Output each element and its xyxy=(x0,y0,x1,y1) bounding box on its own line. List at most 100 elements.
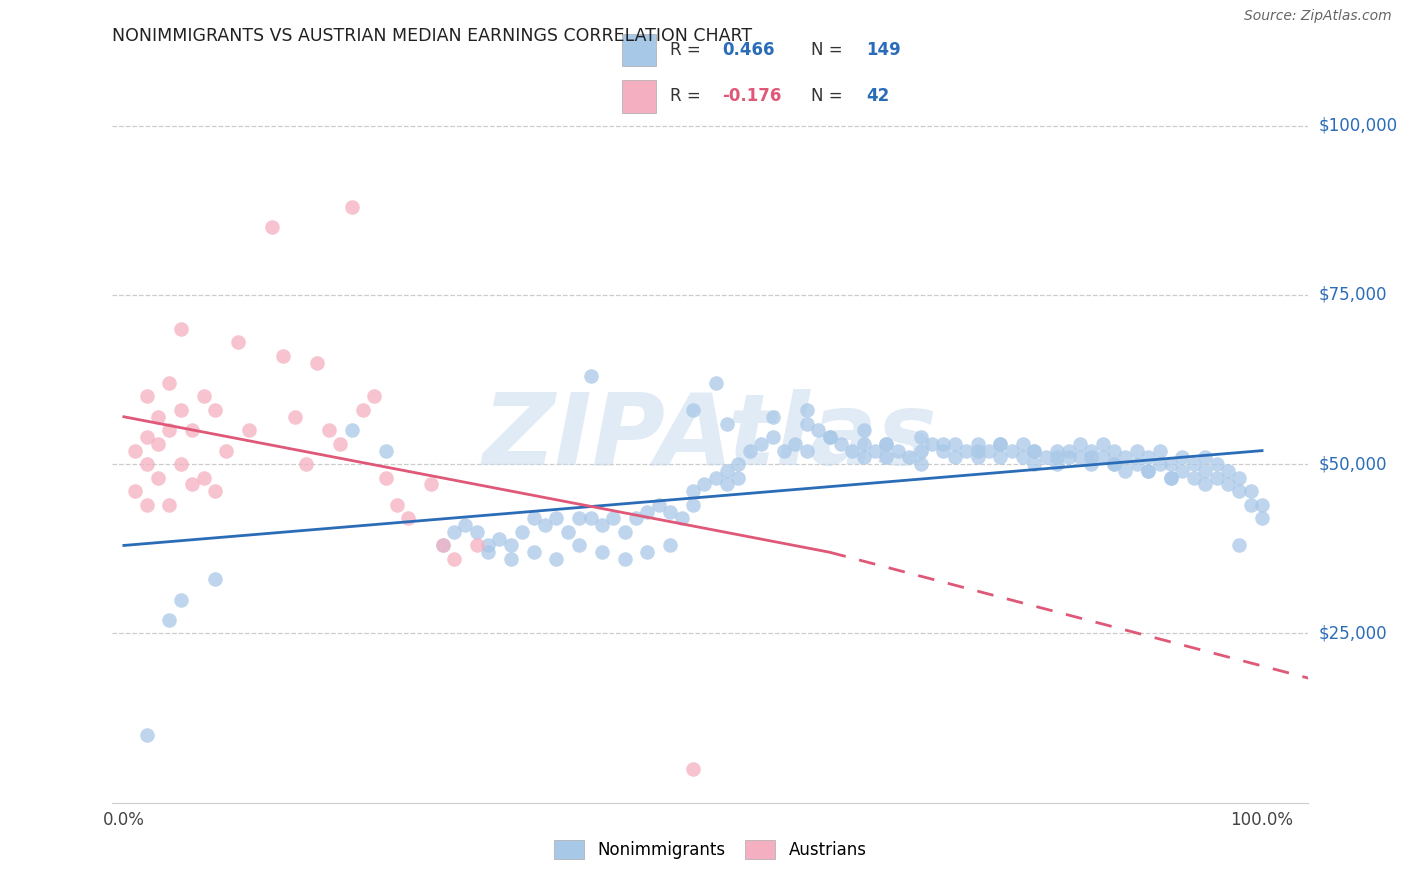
Point xyxy=(420,477,443,491)
Point xyxy=(204,484,226,499)
Point xyxy=(1080,450,1102,465)
Point xyxy=(1171,464,1194,478)
Point xyxy=(374,443,396,458)
Point xyxy=(1240,484,1263,499)
Point xyxy=(818,430,841,444)
Point xyxy=(659,505,682,519)
Text: $100,000: $100,000 xyxy=(1319,117,1398,135)
Point xyxy=(682,498,704,512)
Point xyxy=(454,518,477,533)
Point xyxy=(988,437,1011,451)
Point xyxy=(955,443,977,458)
Text: 42: 42 xyxy=(866,87,890,105)
Point xyxy=(1216,477,1239,491)
Text: $75,000: $75,000 xyxy=(1319,285,1388,304)
Point xyxy=(385,498,408,512)
Point xyxy=(146,409,169,424)
Point xyxy=(1080,457,1102,471)
Point xyxy=(1216,464,1239,478)
Point xyxy=(157,376,180,390)
Point xyxy=(488,532,510,546)
Point xyxy=(671,511,693,525)
Point xyxy=(260,220,283,235)
Point xyxy=(1182,471,1205,485)
Point xyxy=(749,437,772,451)
Legend: Nonimmigrants, Austrians: Nonimmigrants, Austrians xyxy=(546,831,875,868)
Text: ZIPAtlas: ZIPAtlas xyxy=(482,389,938,485)
Point xyxy=(1240,498,1263,512)
Point xyxy=(477,538,499,552)
Point xyxy=(352,403,374,417)
Point xyxy=(1024,443,1046,458)
Point xyxy=(499,552,522,566)
Point xyxy=(499,538,522,552)
Point xyxy=(966,437,988,451)
Text: NONIMMIGRANTS VS AUSTRIAN MEDIAN EARNINGS CORRELATION CHART: NONIMMIGRANTS VS AUSTRIAN MEDIAN EARNING… xyxy=(112,27,752,45)
Point xyxy=(170,322,193,336)
Point xyxy=(966,450,988,465)
Point xyxy=(636,505,658,519)
Point xyxy=(887,443,910,458)
Point xyxy=(1160,471,1182,485)
Point xyxy=(818,430,841,444)
Text: $50,000: $50,000 xyxy=(1319,455,1388,473)
Point xyxy=(1205,471,1227,485)
Text: 0.466: 0.466 xyxy=(721,41,775,59)
Point xyxy=(523,545,546,559)
Point xyxy=(157,423,180,437)
Point xyxy=(1205,457,1227,471)
Point xyxy=(910,430,932,444)
FancyBboxPatch shape xyxy=(621,34,657,66)
Point xyxy=(1194,477,1216,491)
Point xyxy=(157,498,180,512)
Point xyxy=(1012,450,1035,465)
Point xyxy=(716,417,738,431)
Point xyxy=(193,389,215,403)
Point xyxy=(340,423,363,437)
Point xyxy=(659,538,682,552)
Point xyxy=(579,511,602,525)
Point xyxy=(1102,457,1125,471)
Point xyxy=(135,457,157,471)
Point xyxy=(636,545,658,559)
Point xyxy=(898,450,921,465)
Text: 149: 149 xyxy=(866,41,901,59)
Point xyxy=(1227,538,1250,552)
Point xyxy=(1114,464,1136,478)
Point xyxy=(510,524,533,539)
Point xyxy=(534,518,557,533)
Text: Source: ZipAtlas.com: Source: ZipAtlas.com xyxy=(1244,9,1392,23)
Point xyxy=(1182,457,1205,471)
Point xyxy=(875,450,897,465)
Point xyxy=(307,355,329,369)
Point xyxy=(875,437,897,451)
Point xyxy=(146,437,169,451)
Point xyxy=(943,437,966,451)
Point xyxy=(124,443,146,458)
Point xyxy=(193,471,215,485)
Point xyxy=(613,524,636,539)
Point xyxy=(363,389,385,403)
Point xyxy=(1046,457,1069,471)
Point xyxy=(568,538,591,552)
Point xyxy=(1137,464,1160,478)
Point xyxy=(432,538,454,552)
Point xyxy=(1251,498,1274,512)
Point xyxy=(910,443,932,458)
Point xyxy=(932,437,955,451)
Point xyxy=(1251,511,1274,525)
Point xyxy=(1114,450,1136,465)
Point xyxy=(124,484,146,499)
Point xyxy=(1126,443,1149,458)
Point xyxy=(682,484,704,499)
Point xyxy=(1149,457,1171,471)
Point xyxy=(523,511,546,525)
Point xyxy=(932,443,955,458)
Point xyxy=(157,613,180,627)
Point xyxy=(135,389,157,403)
Point xyxy=(762,409,785,424)
Point xyxy=(841,443,863,458)
Point xyxy=(796,403,818,417)
Text: R =: R = xyxy=(671,87,706,105)
Point xyxy=(1137,450,1160,465)
